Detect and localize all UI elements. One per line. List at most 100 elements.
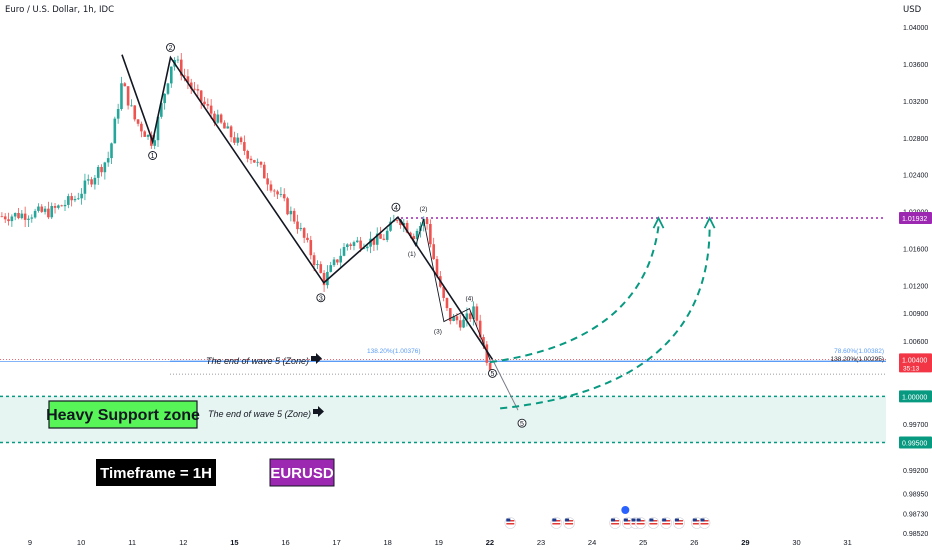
candle-body bbox=[17, 212, 20, 219]
candle-body bbox=[113, 118, 117, 144]
candle-body bbox=[150, 134, 153, 146]
time-tick: 17 bbox=[332, 538, 340, 547]
wave-label-circle bbox=[166, 43, 175, 52]
us-flag-event-icon[interactable] bbox=[660, 517, 672, 529]
symbol-label: EURUSD bbox=[270, 465, 334, 482]
chart-title: Euro / U.S. Dollar, 1h, IDC bbox=[5, 5, 114, 15]
wave-label-2: 2 bbox=[166, 43, 175, 52]
us-flag-event-icon[interactable] bbox=[563, 517, 575, 529]
candle-body bbox=[70, 196, 73, 201]
candle-body bbox=[346, 244, 349, 248]
wave-label-circle bbox=[316, 293, 326, 303]
time-tick: 12 bbox=[179, 538, 187, 547]
projections-layer bbox=[489, 216, 716, 410]
candle-body bbox=[352, 242, 356, 246]
candle-body bbox=[130, 105, 133, 107]
us-flag-event-icon[interactable] bbox=[634, 517, 647, 529]
candle-body bbox=[276, 191, 279, 195]
time-tick: 23 bbox=[537, 538, 545, 547]
sub-wave-label: (4) bbox=[465, 296, 473, 303]
time-tick: 24 bbox=[588, 538, 596, 547]
candle-body bbox=[468, 313, 472, 320]
candle-body bbox=[103, 162, 107, 173]
candle-body bbox=[262, 164, 266, 179]
time-tick: 22 bbox=[486, 538, 494, 547]
candle-body bbox=[409, 232, 412, 236]
candle-body bbox=[123, 83, 127, 87]
us-flag-event-icon[interactable] bbox=[504, 517, 517, 529]
candle-body bbox=[239, 137, 243, 143]
time-tick: 25 bbox=[639, 538, 647, 547]
candle-body bbox=[60, 205, 63, 207]
heavy-support-label: Heavy Support zone bbox=[46, 407, 200, 424]
us-flag-event-icon[interactable] bbox=[550, 517, 563, 529]
level-lines-layer bbox=[0, 217, 886, 375]
time-tick: 31 bbox=[843, 538, 851, 547]
candle-body bbox=[86, 179, 90, 181]
candle-body bbox=[166, 83, 170, 94]
wave-label-text: 3 bbox=[319, 295, 323, 302]
price-tick: 0.98950 bbox=[903, 491, 928, 498]
candle-body bbox=[272, 190, 276, 192]
price-tick: 1.00600 bbox=[903, 339, 928, 346]
wave-label-3: 3 bbox=[316, 293, 326, 303]
candle-body bbox=[219, 114, 223, 123]
price-axis[interactable]: 1.040001.036001.032001.028001.024001.020… bbox=[899, 25, 932, 538]
candle-body bbox=[37, 206, 40, 211]
time-tick: 29 bbox=[741, 538, 749, 547]
support-bottom-price-badge-text: 0.99500 bbox=[902, 441, 927, 448]
current-price-badge-text: 1.00400 bbox=[902, 357, 927, 364]
candle-body bbox=[80, 193, 83, 199]
candle-body bbox=[482, 337, 485, 345]
candle-body bbox=[226, 126, 230, 129]
candle-body bbox=[332, 259, 336, 266]
us-flag-event-icon[interactable] bbox=[673, 517, 685, 529]
time-axis[interactable]: 9 10 11 12 15 16 17 18 19 22 23 24 25 26 29 30 31 bbox=[28, 538, 852, 547]
price-tick: 0.99700 bbox=[903, 422, 928, 429]
candle-body bbox=[432, 244, 435, 260]
candle-body bbox=[312, 255, 316, 266]
us-flag-event-icon[interactable] bbox=[609, 517, 621, 529]
time-tick: 18 bbox=[384, 538, 392, 547]
price-tick: 1.01200 bbox=[903, 284, 928, 291]
candle-body bbox=[33, 210, 37, 218]
support-bottom-price-badge[interactable] bbox=[899, 436, 932, 449]
current-price-badge[interactable] bbox=[899, 353, 932, 373]
support-top-price-badge[interactable] bbox=[899, 390, 932, 403]
candle-body bbox=[57, 205, 60, 208]
price-tick: 1.00900 bbox=[903, 311, 928, 318]
symbol-label-box[interactable]: EURUSD bbox=[269, 458, 335, 487]
candle-body bbox=[372, 238, 376, 245]
wave-extension-line bbox=[492, 359, 519, 411]
fib-label-2: 78.60%(1.00382) bbox=[834, 348, 884, 355]
timeframe-label-box[interactable]: Timeframe = 1H bbox=[96, 459, 216, 486]
time-tick: 11 bbox=[128, 538, 136, 547]
support-top-price-badge-text: 1.00000 bbox=[902, 394, 927, 401]
us-flag-event-icon[interactable] bbox=[647, 517, 660, 529]
price-tick: 1.04000 bbox=[903, 25, 928, 32]
candle-body bbox=[243, 142, 246, 151]
price-tick: 1.03200 bbox=[903, 99, 928, 106]
heavy-support-label-box[interactable]: Heavy Support zone bbox=[46, 400, 200, 429]
us-flag-event-icon[interactable] bbox=[698, 517, 711, 529]
candle-body bbox=[96, 166, 100, 178]
candle-body bbox=[355, 240, 359, 243]
candle-body bbox=[0, 216, 4, 218]
wave-label-circle bbox=[488, 368, 497, 378]
resistance-price-badge[interactable] bbox=[899, 211, 932, 224]
candle-body bbox=[253, 160, 256, 163]
price-tick: 1.02800 bbox=[903, 136, 928, 143]
candle-body bbox=[120, 83, 123, 110]
candle-body bbox=[349, 244, 352, 246]
candle-body bbox=[342, 247, 346, 256]
projection-arrowhead bbox=[703, 216, 716, 229]
wave-sub-line bbox=[400, 218, 491, 360]
waves-layer: 1 2 3 4 5 5 (1) (2) (3) (4) bbox=[121, 43, 527, 428]
candle-body bbox=[189, 82, 193, 89]
wave-end-label-1: The end of wave 5 (Zone) bbox=[206, 356, 309, 366]
event-highlight-icon[interactable] bbox=[620, 505, 631, 515]
candle-body bbox=[233, 137, 236, 143]
price-tick: 1.03600 bbox=[903, 62, 928, 69]
candle-body bbox=[478, 320, 482, 338]
